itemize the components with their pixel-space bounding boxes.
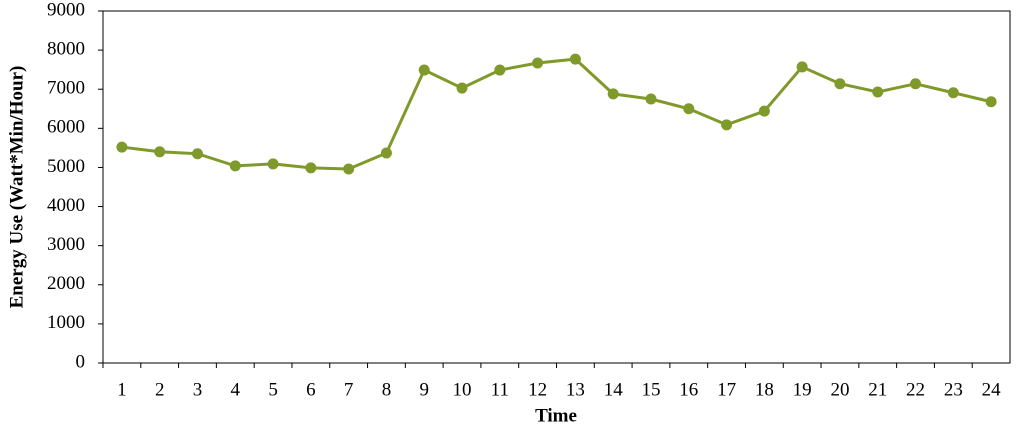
data-point xyxy=(418,64,430,76)
data-point xyxy=(116,141,128,153)
data-point xyxy=(532,57,544,69)
y-tick-label: 7000 xyxy=(47,78,85,99)
data-point xyxy=(947,87,959,99)
y-tick-label: 3000 xyxy=(47,234,85,255)
data-point xyxy=(494,64,506,76)
x-tick-label: 1 xyxy=(117,379,127,400)
x-tick-label: 8 xyxy=(382,379,392,400)
x-tick-label: 4 xyxy=(231,379,241,400)
x-axis-title: Time xyxy=(535,405,577,426)
y-tick-label: 0 xyxy=(76,351,86,372)
x-tick-label: 18 xyxy=(755,379,774,400)
x-tick-label: 6 xyxy=(306,379,316,400)
data-point xyxy=(683,103,695,115)
data-point xyxy=(834,78,846,90)
x-tick-label: 23 xyxy=(944,379,963,400)
x-tick-label: 20 xyxy=(830,379,849,400)
data-point xyxy=(910,78,922,90)
y-tick-label: 4000 xyxy=(47,195,85,216)
x-tick-label: 11 xyxy=(491,379,509,400)
data-point xyxy=(796,61,808,73)
x-tick-label: 19 xyxy=(793,379,812,400)
data-point xyxy=(872,86,884,98)
data-point xyxy=(456,82,468,94)
x-tick-label: 12 xyxy=(528,379,547,400)
y-tick-label: 1000 xyxy=(47,312,85,333)
plot-frame xyxy=(102,10,1011,364)
data-point xyxy=(154,146,166,158)
data-point xyxy=(721,119,733,131)
data-point xyxy=(380,147,392,159)
y-tick-label: 9000 xyxy=(47,0,85,20)
data-point xyxy=(607,88,619,100)
data-point xyxy=(569,53,581,65)
x-tick-label: 5 xyxy=(268,379,278,400)
x-tick-label: 3 xyxy=(193,379,203,400)
x-tick-label: 7 xyxy=(344,379,354,400)
x-tick-label: 21 xyxy=(868,379,887,400)
y-tick-label: 6000 xyxy=(47,117,85,138)
x-tick-label: 2 xyxy=(155,379,165,400)
data-point xyxy=(229,160,241,172)
x-tick-label: 15 xyxy=(641,379,660,400)
data-point xyxy=(305,162,317,174)
y-tick-label: 2000 xyxy=(47,273,85,294)
y-tick-label: 5000 xyxy=(47,156,85,177)
x-tick-label: 13 xyxy=(566,379,585,400)
x-tick-label: 17 xyxy=(717,379,736,400)
x-tick-label: 10 xyxy=(453,379,472,400)
data-point xyxy=(343,163,355,175)
x-tick-label: 22 xyxy=(906,379,925,400)
data-point xyxy=(267,158,279,170)
x-tick-label: 24 xyxy=(982,379,1002,400)
data-point xyxy=(645,93,657,105)
x-tick-label: 9 xyxy=(419,379,429,400)
y-axis-title: Energy Use (Watt*Min/Hour) xyxy=(6,66,27,309)
data-point xyxy=(758,105,770,117)
x-tick-label: 14 xyxy=(604,379,624,400)
x-tick-label: 16 xyxy=(679,379,698,400)
series-line xyxy=(121,57,992,171)
data-point xyxy=(985,96,997,108)
y-tick-label: 8000 xyxy=(47,38,85,59)
data-point xyxy=(191,148,203,160)
